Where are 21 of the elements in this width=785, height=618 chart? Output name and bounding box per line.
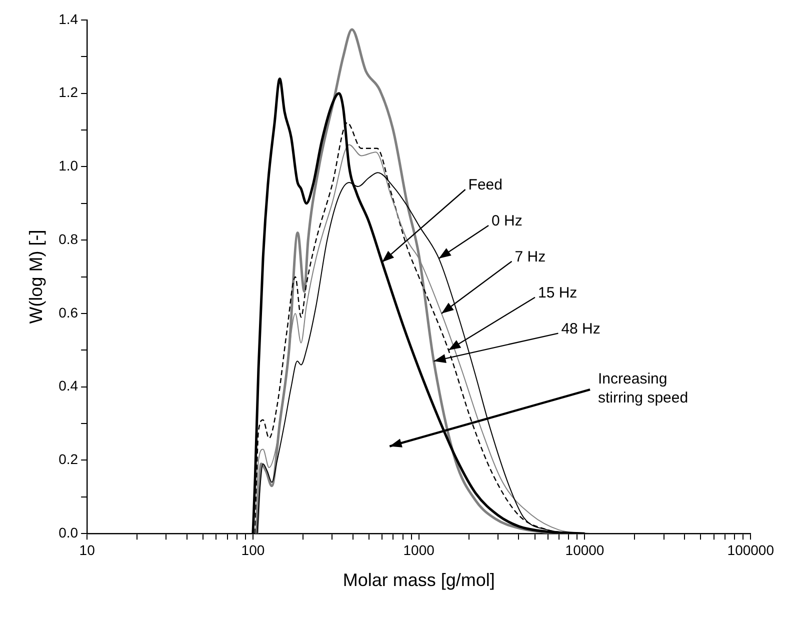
annotation: Increasing stirring speed [598, 370, 688, 407]
annotation: 15 Hz [538, 284, 578, 302]
y-axis-title: W(log M) [-] [26, 230, 46, 324]
annotation: 0 Hz [492, 212, 522, 230]
x-tick-label: 10000 [565, 542, 604, 558]
y-tick-label: 1.2 [58, 84, 78, 100]
annotation: 7 Hz [514, 248, 546, 266]
y-tick-label: 0.6 [58, 304, 78, 320]
x-tick-label: 100000 [727, 542, 774, 558]
annotation: 48 Hz [561, 320, 600, 338]
y-tick-label: 0.2 [58, 451, 78, 468]
y-tick-label: 0.8 [58, 230, 78, 247]
x-tick-label: 1000 [403, 542, 435, 558]
x-tick-label: 10 [79, 542, 96, 558]
y-tick-label: 0.0 [58, 524, 78, 540]
x-axis-title: Molar mass [g/mol] [342, 570, 495, 590]
y-tick-label: 1.4 [58, 10, 78, 27]
annotation: Feed [468, 176, 503, 194]
x-tick-label: 100 [241, 542, 265, 558]
y-tick-label: 0.4 [58, 378, 78, 394]
y-tick-label: 1.0 [58, 158, 78, 174]
